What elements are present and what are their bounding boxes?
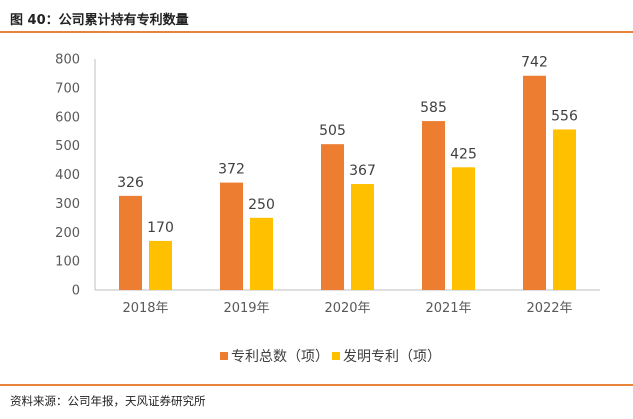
bar-invention-patents [351,184,374,290]
data-label: 250 [248,197,275,213]
y-tick-label: 100 [55,255,80,270]
x-tick-label: 2022年 [526,301,572,316]
data-label: 170 [147,220,174,236]
x-tick-label: 2018年 [122,301,168,316]
data-label: 372 [218,162,245,178]
source-note: 资料来源：公司年报，天风证券研究所 [10,394,206,408]
bar-total-patents [321,144,344,290]
y-tick-label: 800 [55,53,80,68]
data-label: 367 [349,163,376,179]
bar-total-patents [119,195,142,290]
legend-label-invention: 发明专利（项） [343,349,441,365]
data-label: 425 [450,146,477,162]
legend-swatch-invention [332,352,340,360]
footer-rule [0,384,633,386]
figure-title: 图 40：公司累计持有专利数量 [10,13,189,28]
data-label: 505 [319,123,346,139]
bar-total-patents [523,75,546,290]
bar-invention-patents [553,129,576,290]
y-tick-label: 300 [55,197,80,212]
data-label: 742 [521,55,548,71]
title-underline [0,31,633,33]
bar-total-patents [220,182,243,290]
legend-swatch-total [220,352,228,360]
y-tick-label: 200 [55,226,80,241]
legend-label-total: 专利总数（项） [231,349,329,365]
data-label: 556 [551,108,578,124]
x-tick-label: 2021年 [425,301,471,316]
bar-total-patents [422,121,445,290]
y-tick-label: 600 [55,110,80,125]
x-tick-label: 2019年 [223,301,269,316]
y-tick-label: 500 [55,139,80,154]
y-tick-label: 700 [55,81,80,96]
bar-invention-patents [250,217,273,290]
y-tick-label: 0 [72,284,80,299]
x-tick-label: 2020年 [324,301,370,316]
bar-invention-patents [149,240,172,290]
data-label: 585 [420,100,447,116]
data-label: 326 [117,175,144,191]
bar-invention-patents [452,167,475,290]
y-tick-label: 400 [55,168,80,183]
